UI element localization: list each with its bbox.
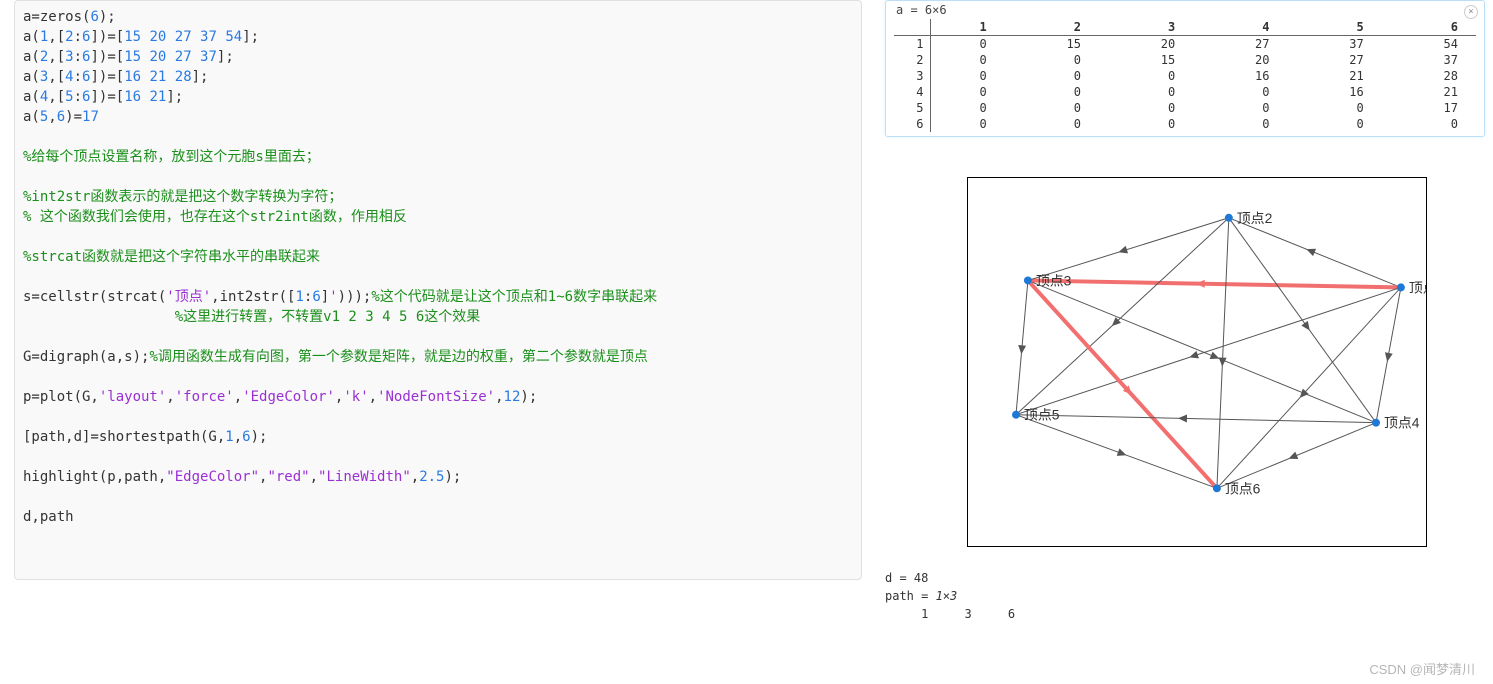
svg-text:顶点6: 顶点6 (1225, 480, 1261, 496)
close-icon[interactable]: × (1464, 5, 1478, 19)
matrix-table: 1234561015202737542001520273730001621284… (894, 19, 1476, 132)
code-editor: a=zeros(6); a(1,[2:6])=[15 20 27 37 54];… (14, 0, 862, 580)
svg-text:顶点1: 顶点1 (1409, 279, 1426, 295)
output-pane: a = 6×6 × 123456101520273754200152027373… (885, 0, 1485, 623)
svg-text:顶点5: 顶点5 (1024, 407, 1060, 423)
watermark-text: CSDN @闻梦清川 (1369, 659, 1475, 678)
variable-matrix-panel: a = 6×6 × 123456101520273754200152027373… (885, 0, 1485, 137)
variable-title: a = 6×6 (894, 1, 1476, 19)
results-output: d = 48 path = 1×3 1 3 6 (885, 569, 1485, 623)
svg-text:顶点4: 顶点4 (1384, 415, 1420, 431)
svg-text:顶点3: 顶点3 (1036, 272, 1072, 288)
graph-plot: 顶点1 顶点2 顶点3 顶点4 顶点5 顶点6 (967, 177, 1427, 547)
svg-text:顶点2: 顶点2 (1237, 210, 1273, 226)
